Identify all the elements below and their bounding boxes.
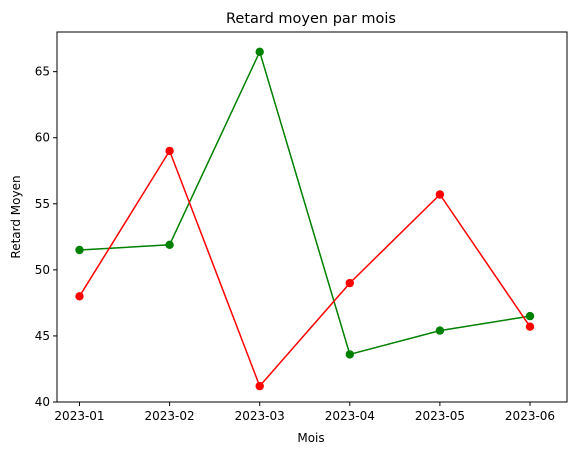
data-point-0-0 bbox=[75, 245, 84, 255]
series-line-0 bbox=[79, 49, 531, 356]
data-point-0-5 bbox=[525, 311, 535, 321]
data-point-1-2 bbox=[255, 381, 264, 391]
y-tick-label: 60 bbox=[35, 131, 50, 145]
y-tick-label: 50 bbox=[35, 263, 50, 277]
y-axis: 40 45 50 55 60 65 bbox=[35, 65, 57, 409]
x-tick-label: 2023-02 bbox=[145, 409, 195, 423]
x-tick-label: 2023-06 bbox=[505, 409, 555, 423]
x-tick-label: 2023-03 bbox=[235, 409, 285, 423]
x-tick-label: 2023-04 bbox=[325, 409, 375, 423]
x-tick-label: 2023-01 bbox=[54, 409, 104, 423]
x-tick-label: 2023-05 bbox=[415, 409, 465, 423]
y-tick-label: 40 bbox=[35, 395, 50, 409]
data-point-1-1 bbox=[165, 146, 174, 156]
data-point-0-4 bbox=[435, 326, 445, 335]
data-point-0-1 bbox=[165, 240, 174, 249]
chart-title: Retard moyen par mois bbox=[226, 11, 396, 27]
data-point-0-2 bbox=[255, 47, 264, 56]
y-tick-label: 55 bbox=[35, 197, 50, 211]
data-point-0-3 bbox=[345, 350, 354, 359]
x-axis-label: Mois bbox=[297, 431, 324, 445]
plot-frame bbox=[56, 31, 568, 403]
series-line-1 bbox=[78, 149, 531, 388]
data-point-1-4 bbox=[435, 190, 445, 199]
y-tick-label: 45 bbox=[35, 329, 50, 343]
x-axis: 2023-01 2023-02 2023-03 2023-04 2023-05 2023-… bbox=[54, 402, 555, 423]
data-point-1-3 bbox=[345, 278, 354, 288]
y-tick-label: 65 bbox=[35, 65, 50, 79]
y-axis-label: Retard Moyen bbox=[9, 175, 23, 258]
data-point-1-0 bbox=[75, 292, 84, 301]
data-point-1-5 bbox=[525, 322, 535, 331]
plot-area bbox=[75, 47, 535, 391]
